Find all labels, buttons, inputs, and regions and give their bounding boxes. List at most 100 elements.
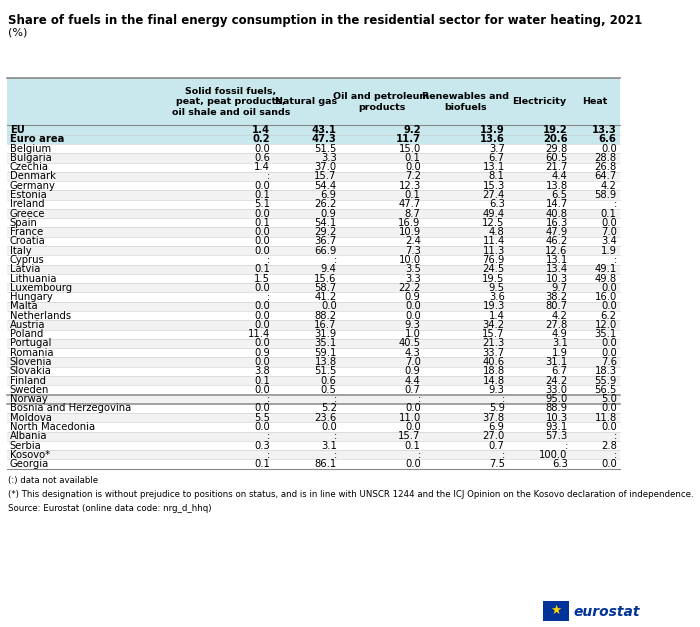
- Text: 0.5: 0.5: [321, 385, 337, 395]
- Text: :: :: [267, 450, 270, 460]
- Text: 13.1: 13.1: [482, 162, 505, 172]
- Text: 0.0: 0.0: [255, 422, 270, 432]
- Text: 0.1: 0.1: [601, 209, 617, 219]
- Text: 0.7: 0.7: [489, 441, 505, 451]
- Text: 0.0: 0.0: [601, 422, 617, 432]
- Text: :: :: [333, 431, 337, 441]
- Text: 21.7: 21.7: [545, 162, 568, 172]
- Text: 40.6: 40.6: [482, 357, 505, 367]
- Text: 10.3: 10.3: [545, 273, 568, 283]
- Text: 5.5: 5.5: [254, 413, 270, 423]
- Text: 6.9: 6.9: [489, 422, 505, 432]
- Bar: [7, 246, 620, 255]
- Text: 4.2: 4.2: [552, 310, 568, 320]
- Text: 54.1: 54.1: [314, 218, 337, 228]
- Text: 0.1: 0.1: [405, 441, 421, 451]
- Text: 20.6: 20.6: [543, 134, 568, 144]
- Text: 18.8: 18.8: [482, 366, 505, 376]
- Text: Denmark: Denmark: [10, 171, 56, 181]
- Text: 1.9: 1.9: [552, 348, 568, 358]
- Text: 3.3: 3.3: [321, 153, 337, 163]
- Text: Spain: Spain: [10, 218, 38, 228]
- Text: 9.3: 9.3: [489, 385, 505, 395]
- Text: 10.0: 10.0: [398, 255, 421, 265]
- Text: 27.0: 27.0: [482, 431, 505, 441]
- Text: 0.6: 0.6: [321, 376, 337, 386]
- Text: 58.9: 58.9: [594, 190, 617, 200]
- Text: 13.9: 13.9: [480, 125, 505, 135]
- Text: 60.5: 60.5: [545, 153, 568, 163]
- Text: 0.0: 0.0: [601, 283, 617, 293]
- Text: 80.7: 80.7: [545, 302, 568, 312]
- Text: 0.0: 0.0: [255, 357, 270, 367]
- Text: 0.0: 0.0: [255, 339, 270, 349]
- Text: 0.0: 0.0: [255, 236, 270, 246]
- Text: 88.2: 88.2: [314, 310, 337, 320]
- Text: Poland: Poland: [10, 329, 43, 339]
- Text: Bulgaria: Bulgaria: [10, 153, 52, 163]
- Text: France: France: [10, 227, 43, 237]
- Text: 18.3: 18.3: [594, 366, 617, 376]
- Text: 0.3: 0.3: [255, 441, 270, 451]
- Text: 15.7: 15.7: [482, 329, 505, 339]
- Bar: [7, 237, 620, 246]
- Text: 58.7: 58.7: [314, 283, 337, 293]
- Text: 100.0: 100.0: [539, 450, 568, 460]
- Bar: [7, 404, 620, 413]
- Text: Croatia: Croatia: [10, 236, 46, 246]
- Text: 15.0: 15.0: [398, 144, 421, 154]
- Text: 6.7: 6.7: [489, 153, 505, 163]
- Text: Hungary: Hungary: [10, 292, 52, 302]
- Text: 16.3: 16.3: [545, 218, 568, 228]
- Text: 13.8: 13.8: [545, 181, 568, 191]
- Text: 12.5: 12.5: [482, 218, 505, 228]
- Text: :: :: [267, 292, 270, 302]
- Text: 3.5: 3.5: [405, 264, 421, 274]
- Text: :: :: [267, 171, 270, 181]
- Text: Finland: Finland: [10, 376, 46, 386]
- Text: 36.7: 36.7: [314, 236, 337, 246]
- Text: (*) This designation is without prejudice to positions on status, and is in line: (*) This designation is without prejudic…: [8, 490, 694, 499]
- Text: 66.9: 66.9: [314, 246, 337, 256]
- Text: 46.2: 46.2: [545, 236, 568, 246]
- Text: 11.4: 11.4: [248, 329, 270, 339]
- Text: 13.1: 13.1: [545, 255, 568, 265]
- Text: 7.2: 7.2: [405, 171, 421, 181]
- Text: 0.1: 0.1: [254, 190, 270, 200]
- Text: 0.0: 0.0: [255, 227, 270, 237]
- Text: :: :: [417, 394, 421, 404]
- Text: Georgia: Georgia: [10, 459, 49, 469]
- Bar: [7, 394, 620, 404]
- Text: 0.0: 0.0: [255, 403, 270, 413]
- Text: 4.9: 4.9: [552, 329, 568, 339]
- Text: Latvia: Latvia: [10, 264, 40, 274]
- Text: 19.3: 19.3: [482, 302, 505, 312]
- Text: 15.3: 15.3: [482, 181, 505, 191]
- Text: 0.0: 0.0: [405, 403, 421, 413]
- Bar: [7, 255, 620, 265]
- Text: 0.0: 0.0: [405, 162, 421, 172]
- Text: 11.4: 11.4: [482, 236, 505, 246]
- Text: 0.0: 0.0: [255, 310, 270, 320]
- Text: 31.1: 31.1: [545, 357, 568, 367]
- Text: 3.1: 3.1: [552, 339, 568, 349]
- Text: Greece: Greece: [10, 209, 46, 219]
- Text: :: :: [267, 431, 270, 441]
- Text: 24.2: 24.2: [545, 376, 568, 386]
- Text: Sweden: Sweden: [10, 385, 49, 395]
- Bar: [7, 339, 620, 348]
- Bar: [7, 199, 620, 209]
- Text: Czechia: Czechia: [10, 162, 49, 172]
- Text: 47.3: 47.3: [312, 134, 337, 144]
- Text: 21.3: 21.3: [482, 339, 505, 349]
- Bar: [7, 311, 620, 320]
- Text: 24.5: 24.5: [482, 264, 505, 274]
- Bar: [7, 431, 620, 441]
- Text: Kosovo*: Kosovo*: [10, 450, 50, 460]
- Text: 1.0: 1.0: [405, 329, 421, 339]
- Bar: [7, 348, 620, 357]
- Text: 9.2: 9.2: [403, 125, 421, 135]
- Text: Netherlands: Netherlands: [10, 310, 71, 320]
- Bar: [7, 423, 620, 431]
- Text: Estonia: Estonia: [10, 190, 46, 200]
